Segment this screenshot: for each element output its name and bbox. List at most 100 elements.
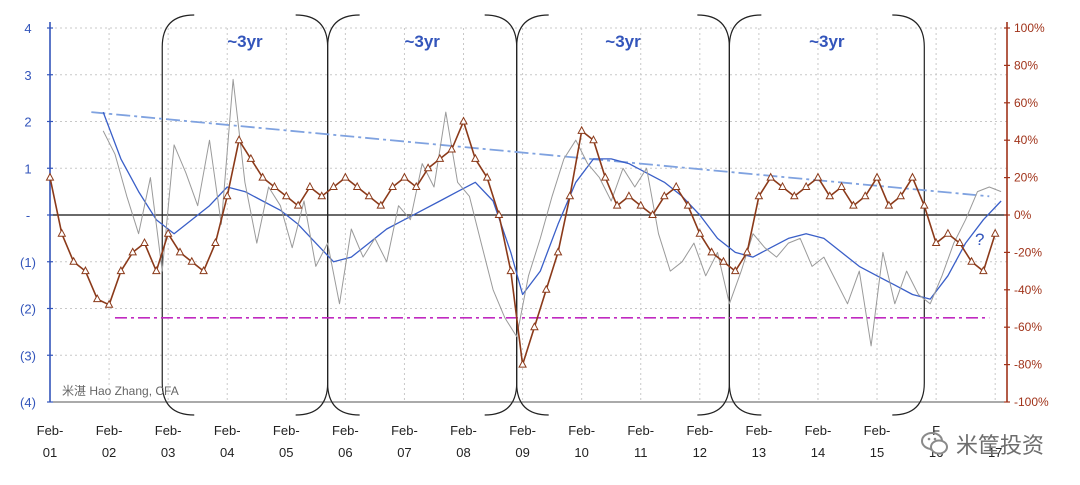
x-tick-label-line: Feb- bbox=[805, 423, 832, 438]
x-tick-label-line: 17 bbox=[988, 445, 1002, 460]
brown-marker bbox=[447, 144, 457, 153]
x-tick-label-line: 07 bbox=[397, 445, 411, 460]
left-tick-label: 1 bbox=[24, 161, 31, 176]
brown-marker bbox=[541, 284, 551, 293]
x-tick-label-line: Feb- bbox=[627, 423, 654, 438]
brown-marker bbox=[364, 191, 374, 200]
x-tick-label-line: Feb- bbox=[391, 423, 418, 438]
brown-marker bbox=[636, 200, 646, 209]
question-mark: ? bbox=[975, 230, 984, 249]
x-tick-label: Feb- 11 bbox=[627, 423, 654, 460]
x-tick-label: Feb- 04 bbox=[214, 423, 241, 460]
cycle-brackets bbox=[161, 14, 925, 416]
brown-marker bbox=[612, 200, 622, 209]
brown-marker bbox=[849, 200, 858, 209]
right-tick-label: -20% bbox=[1014, 245, 1042, 259]
brown-marker bbox=[293, 200, 303, 209]
brown-marker bbox=[423, 163, 433, 172]
x-tick-label: Feb- 03 bbox=[155, 423, 182, 460]
brown-marker bbox=[187, 256, 197, 265]
x-tick-label-line: 02 bbox=[102, 445, 116, 460]
brown-marker bbox=[730, 266, 740, 275]
brown-marker bbox=[919, 200, 929, 209]
left-tick-label: (1) bbox=[20, 255, 36, 270]
right-tick-label: 100% bbox=[1014, 21, 1045, 35]
right-tick-label: 40% bbox=[1014, 133, 1038, 147]
brown-marker bbox=[376, 200, 386, 209]
brown-marker bbox=[979, 266, 988, 275]
cycle-bracket-left bbox=[728, 14, 762, 416]
x-tick-label-line: Feb- bbox=[155, 423, 182, 438]
brown-marker bbox=[789, 191, 799, 200]
brown-marker bbox=[57, 228, 67, 237]
watermark-text: 米筐投资 bbox=[955, 434, 1044, 459]
wechat-icon bbox=[920, 432, 948, 455]
x-tick-label-line: 12 bbox=[693, 445, 707, 460]
brown-marker bbox=[813, 172, 823, 181]
x-tick-label-line: Feb- bbox=[332, 423, 359, 438]
brown-marker bbox=[329, 181, 338, 190]
brown-marker bbox=[151, 266, 161, 275]
series-line-grey bbox=[102, 78, 1002, 347]
right-tick-label: 60% bbox=[1014, 96, 1038, 110]
brown-marker bbox=[754, 191, 764, 200]
x-tick-label-line: 08 bbox=[456, 445, 470, 460]
x-tick-label: Feb- 10 bbox=[568, 423, 595, 460]
brown-marker bbox=[128, 247, 138, 256]
left-tick-label: (4) bbox=[20, 395, 36, 410]
brown-marker bbox=[967, 256, 976, 265]
cycle-bracket-right bbox=[892, 14, 925, 416]
brown-marker bbox=[896, 191, 906, 200]
cycle-bracket-left bbox=[327, 14, 360, 416]
brown-marker bbox=[801, 181, 811, 190]
brown-marker bbox=[825, 191, 835, 200]
brown-marker bbox=[872, 172, 882, 181]
brown-marker bbox=[175, 247, 185, 256]
brown-marker bbox=[742, 247, 752, 256]
brown-marker bbox=[931, 237, 941, 247]
brown-marker bbox=[163, 228, 173, 237]
watermark: 米筐投资 bbox=[920, 428, 1044, 460]
left-tick-label: (3) bbox=[20, 348, 36, 363]
brown-marker bbox=[482, 172, 492, 181]
x-tick-label-line: 15 bbox=[870, 445, 884, 460]
x-tick-label-line: Feb- bbox=[686, 423, 713, 438]
brown-marker bbox=[860, 191, 870, 200]
trend-line bbox=[91, 111, 990, 198]
x-tick-label-line: Feb- bbox=[746, 423, 773, 438]
x-tick-label-line: Feb- bbox=[509, 423, 536, 438]
brown-marker bbox=[81, 266, 90, 275]
brown-marker bbox=[553, 247, 563, 256]
cycle-label: ~3yr bbox=[404, 32, 440, 51]
brown-marker bbox=[589, 135, 598, 144]
brown-marker bbox=[719, 256, 728, 265]
brown-marker bbox=[470, 153, 480, 162]
brown-marker bbox=[766, 172, 776, 181]
brown-marker bbox=[990, 228, 1000, 237]
cycle-label: ~3yr bbox=[605, 32, 641, 51]
x-tick-label: Feb- 01 bbox=[37, 423, 64, 460]
author-credit: 米湛 Hao Zhang, CFA bbox=[62, 384, 179, 398]
x-tick-label: Feb- 08 bbox=[450, 423, 477, 460]
x-tick-label-line: F bbox=[932, 423, 940, 438]
brown-marker bbox=[140, 237, 149, 247]
brown-marker bbox=[388, 181, 397, 190]
left-tick-label: 3 bbox=[24, 68, 31, 83]
brown-marker bbox=[943, 228, 953, 237]
x-tick-label-line: 01 bbox=[43, 445, 57, 460]
right-tick-label: 0% bbox=[1014, 208, 1032, 222]
x-tick-label: Feb- 14 bbox=[805, 423, 832, 460]
brown-marker bbox=[199, 266, 208, 275]
brown-marker bbox=[305, 181, 315, 190]
brown-marker bbox=[837, 181, 846, 190]
cycle-label: ~3yr bbox=[809, 32, 845, 51]
x-tick-label-line: 03 bbox=[161, 445, 175, 460]
x-tick-label-line: 11 bbox=[634, 445, 648, 460]
x-tick-label-line: Feb- bbox=[450, 423, 477, 438]
x-tick-label-line: 13 bbox=[752, 445, 766, 460]
brown-marker bbox=[116, 266, 126, 275]
brown-marker bbox=[317, 191, 327, 200]
cycle-bracket-left bbox=[516, 14, 549, 416]
left-tick-label: (2) bbox=[20, 302, 36, 317]
brown-marker bbox=[660, 191, 669, 200]
